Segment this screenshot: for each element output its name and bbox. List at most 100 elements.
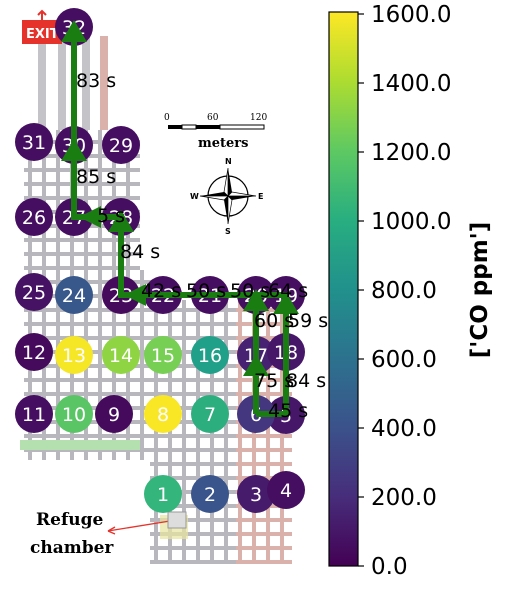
node-29: 29 (102, 126, 140, 164)
svg-text:Refuge: Refuge (36, 510, 104, 530)
node-circle (15, 273, 53, 311)
node-label: 9 (108, 404, 120, 426)
node-circle (191, 336, 229, 374)
node-10: 10 (55, 395, 93, 433)
segment-time: 5 s (97, 205, 125, 227)
node-13: 13 (55, 336, 93, 374)
node-circle (191, 395, 229, 433)
route-arrow-32 (61, 20, 87, 42)
node-label: 13 (62, 345, 86, 367)
colorbar-ticks: 1600.0 1400.0 1200.0 1000.0 800.0 600.0 400.0 2… (358, 2, 451, 580)
node-label: 16 (198, 345, 222, 367)
colorbar-tick-label: 200.0 (371, 485, 437, 511)
segment-time: 84 s (120, 241, 160, 263)
node-11: 11 (15, 395, 53, 433)
compass-rose-icon: N S E W (190, 157, 263, 236)
colorbar-tick-label: 400.0 (371, 416, 437, 442)
node-circle (102, 336, 140, 374)
colorbar-tick-label: 1400.0 (371, 71, 451, 97)
route-arrow-27 (79, 206, 101, 228)
node-label: 7 (204, 404, 216, 426)
node-label: 2 (204, 484, 216, 506)
colorbar-tick-label: 1000.0 (371, 209, 451, 235)
node-label: 12 (22, 342, 46, 364)
node-2: 2 (191, 475, 229, 513)
node-circle (191, 475, 229, 513)
route-arrow-17 (243, 354, 269, 376)
node-16: 16 (191, 336, 229, 374)
node-15: 15 (144, 336, 182, 374)
node-label: 31 (22, 132, 46, 154)
route-arrow-20 (243, 289, 269, 311)
segment-time: 50 s (230, 280, 270, 302)
colorbar: 1600.0 1400.0 1200.0 1000.0 800.0 600.0 400.0 2… (328, 2, 493, 580)
segment-time: 50 s (186, 280, 226, 302)
segment-time: 83 s (76, 70, 116, 92)
node-9: 9 (95, 395, 133, 433)
route-arrow-23 (124, 284, 146, 306)
node-label: 15 (151, 345, 175, 367)
node-circle (55, 395, 93, 433)
node-1: 1 (144, 475, 182, 513)
segment-time: 42 s (141, 280, 181, 302)
segment-time: 75 s (254, 370, 294, 392)
colorbar-tick-label: 600.0 (371, 347, 437, 373)
svg-text:E: E (258, 192, 263, 201)
node-circle (144, 475, 182, 513)
colorbar-gradient (328, 11, 359, 567)
scale-unit: meters (198, 136, 248, 151)
node-circle (15, 395, 53, 433)
node-26: 26 (15, 198, 53, 236)
segment-time: 60 s (254, 310, 294, 332)
colorbar-tick-label: 800.0 (371, 278, 437, 304)
node-label: 10 (62, 404, 86, 426)
node-circle (95, 395, 133, 433)
node-8: 8 (144, 395, 182, 433)
refuge-chamber-label: Refuge chamber (30, 510, 187, 558)
node-circle (144, 336, 182, 374)
node-circle (55, 276, 93, 314)
node-3: 3 (237, 475, 275, 513)
node-label: 26 (22, 207, 46, 229)
node-circle (55, 336, 93, 374)
node-circle (267, 471, 305, 509)
node-circle (144, 395, 182, 433)
svg-text:S: S (225, 227, 231, 236)
node-label: 3 (250, 484, 262, 506)
segment-time: 84 s (286, 370, 326, 392)
segment-time: 59 s (288, 310, 328, 332)
segment-time: 64 s (268, 280, 308, 302)
node-31: 31 (15, 123, 53, 161)
node-7: 7 (191, 395, 229, 433)
route-arrow-28 (108, 210, 134, 232)
node-12: 12 (15, 333, 53, 371)
node-label: 14 (109, 345, 133, 367)
colorbar-tick-label: 1200.0 (371, 140, 451, 166)
evacuation-route (61, 20, 299, 417)
node-24: 24 (55, 276, 93, 314)
refuge-chamber-icon (167, 511, 187, 529)
node-circle (15, 123, 53, 161)
node-label: 8 (157, 404, 169, 426)
colorbar-tick-label: 0.0 (371, 554, 408, 580)
node-label: 29 (109, 135, 133, 157)
node-circle (15, 333, 53, 371)
scale-tick-60: 60 (207, 113, 219, 123)
svg-text:chamber: chamber (30, 538, 114, 558)
route-arrow-19 (273, 292, 299, 314)
scale-tick-120: 120 (250, 113, 267, 123)
node-circle (237, 475, 275, 513)
exit-arrow-icon (37, 9, 47, 20)
route-line (71, 27, 289, 417)
segment-time: 85 s (76, 166, 116, 188)
svg-text:W: W (190, 192, 199, 201)
node-circle (102, 126, 140, 164)
node-25: 25 (15, 273, 53, 311)
segment-time: 45 s (268, 400, 308, 422)
node-label: 25 (22, 282, 46, 304)
segment-times: 83 s85 s5 s84 s42 s 50 s 50 s64 s60 s59 s7… (76, 70, 328, 422)
node-circle (15, 198, 53, 236)
colorbar-title: ['CO ppm'] (467, 222, 493, 358)
node-label: 4 (280, 480, 292, 502)
colorbar-tick-label: 1600.0 (371, 2, 451, 28)
